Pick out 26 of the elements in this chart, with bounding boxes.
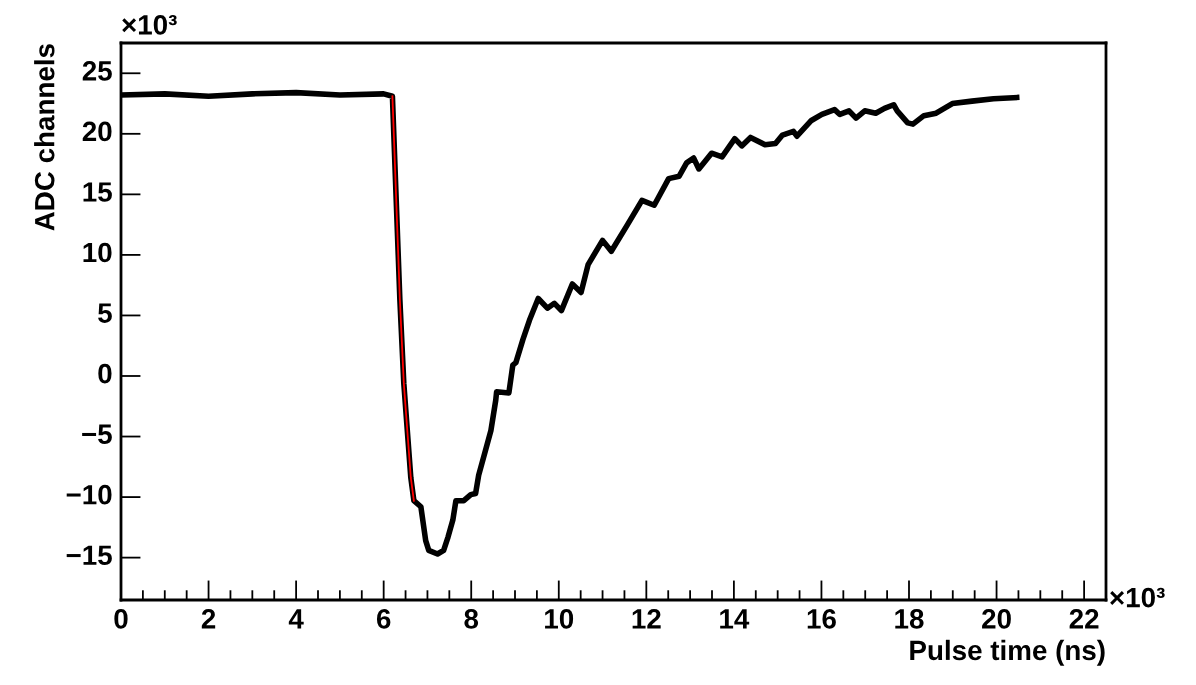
y-tick-label: −10 — [66, 484, 112, 505]
y-tick-label: 0 — [98, 363, 112, 384]
y-tick-label: −5 — [82, 424, 112, 444]
y-tick-label: 25 — [82, 61, 112, 81]
y-tick-label: 15 — [83, 182, 112, 202]
y-tick-label: 5 — [98, 303, 112, 323]
line-series — [391, 95, 415, 502]
x-tick-label: 18 — [895, 609, 924, 629]
text: ×10³ — [1110, 587, 1165, 608]
text: ×10³ — [122, 15, 177, 35]
x-tick-label: 12 — [632, 609, 661, 629]
x-tick-label: 16 — [807, 609, 836, 629]
x-tick-label: 6 — [376, 609, 391, 629]
x-tick-label: 8 — [464, 609, 479, 629]
y-tick-label: −15 — [66, 545, 112, 566]
y-axis-title: ADC channels — [34, 44, 55, 231]
x-tick-label: 14 — [720, 609, 750, 629]
x-tick-label: 2 — [201, 609, 216, 629]
x-tick-label: 0 — [114, 609, 128, 629]
x-tick-label: 10 — [545, 609, 574, 629]
y-tick-label: 20 — [82, 121, 112, 142]
x-axis-title: Pulse time (ns) — [910, 639, 1105, 666]
x-tick-label: 4 — [288, 609, 304, 629]
x-tick-label: 22 — [1069, 609, 1099, 629]
x-tick-label: 20 — [982, 609, 1011, 629]
y-tick-label: 10 — [83, 242, 112, 263]
